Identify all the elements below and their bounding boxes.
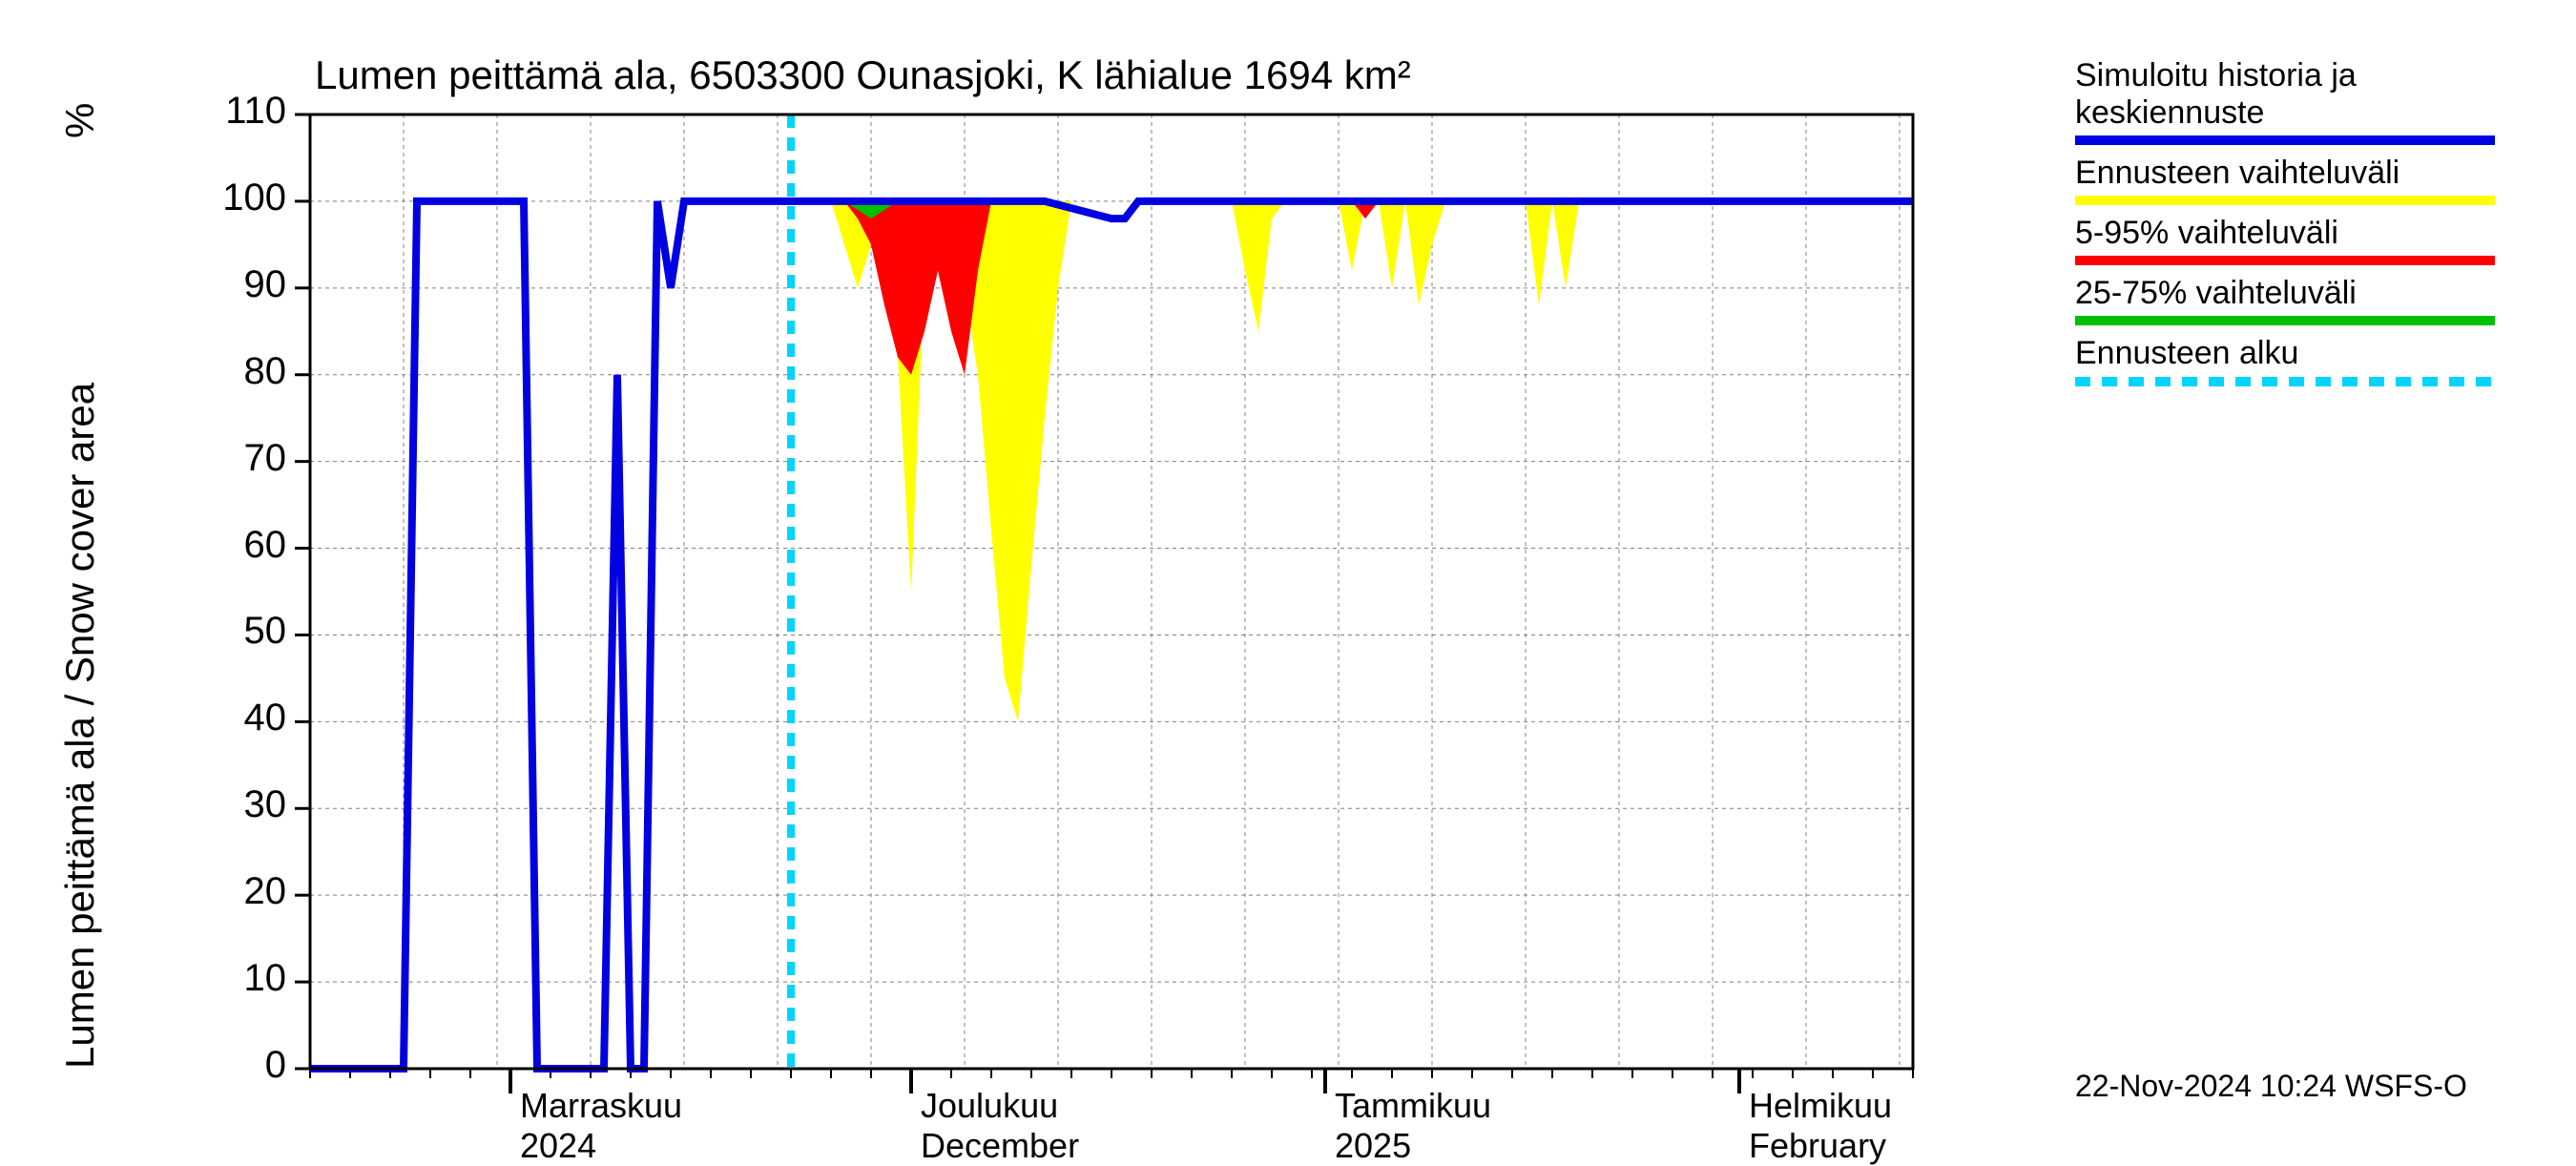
- ytick-label: 80: [210, 350, 286, 393]
- legend-swatch: [2075, 196, 2495, 205]
- legend: Simuloitu historia jakeskiennuste Ennuste…: [2075, 57, 2495, 396]
- x-month-sublabel: 2024: [520, 1126, 596, 1166]
- legend-label: Simuloitu historia ja: [2075, 57, 2495, 94]
- ytick-label: 10: [210, 957, 286, 1000]
- legend-label: keskiennuste: [2075, 94, 2495, 132]
- x-month-sublabel: February: [1749, 1126, 1886, 1166]
- ytick-label: 90: [210, 263, 286, 306]
- legend-item: Ennusteen vaihteluväli: [2075, 155, 2495, 205]
- ytick-label: 20: [210, 870, 286, 913]
- legend-label: 5-95% vaihteluväli: [2075, 215, 2495, 252]
- ytick-label: 30: [210, 783, 286, 826]
- x-month-label: Tammikuu: [1335, 1086, 1491, 1126]
- x-month-label: Helmikuu: [1749, 1086, 1892, 1126]
- legend-swatch: [2075, 316, 2495, 325]
- ytick-label: 0: [210, 1044, 286, 1087]
- legend-label: Ennusteen alku: [2075, 335, 2495, 372]
- legend-swatch: [2075, 256, 2495, 265]
- legend-label: 25-75% vaihteluväli: [2075, 275, 2495, 312]
- x-month-sublabel: December: [921, 1126, 1079, 1166]
- ytick-label: 100: [210, 177, 286, 219]
- ytick-label: 40: [210, 697, 286, 739]
- chart-container: Lumen peittämä ala, 6503300 Ounasjoki, K…: [0, 0, 2576, 1145]
- x-month-sublabel: 2025: [1335, 1126, 1411, 1166]
- legend-item: Ennusteen alku: [2075, 335, 2495, 385]
- x-month-label: Marraskuu: [520, 1086, 682, 1126]
- legend-swatch: [2075, 377, 2495, 386]
- x-month-label: Joulukuu: [921, 1086, 1058, 1126]
- legend-item: 5-95% vaihteluväli: [2075, 215, 2495, 265]
- ytick-label: 60: [210, 524, 286, 567]
- legend-swatch: [2075, 135, 2495, 145]
- ytick-label: 50: [210, 610, 286, 653]
- timestamp: 22-Nov-2024 10:24 WSFS-O: [2075, 1069, 2467, 1104]
- legend-item: Simuloitu historia jakeskiennuste: [2075, 57, 2495, 145]
- legend-label: Ennusteen vaihteluväli: [2075, 155, 2495, 192]
- ytick-label: 110: [210, 90, 286, 133]
- legend-item: 25-75% vaihteluväli: [2075, 275, 2495, 325]
- ytick-label: 70: [210, 437, 286, 480]
